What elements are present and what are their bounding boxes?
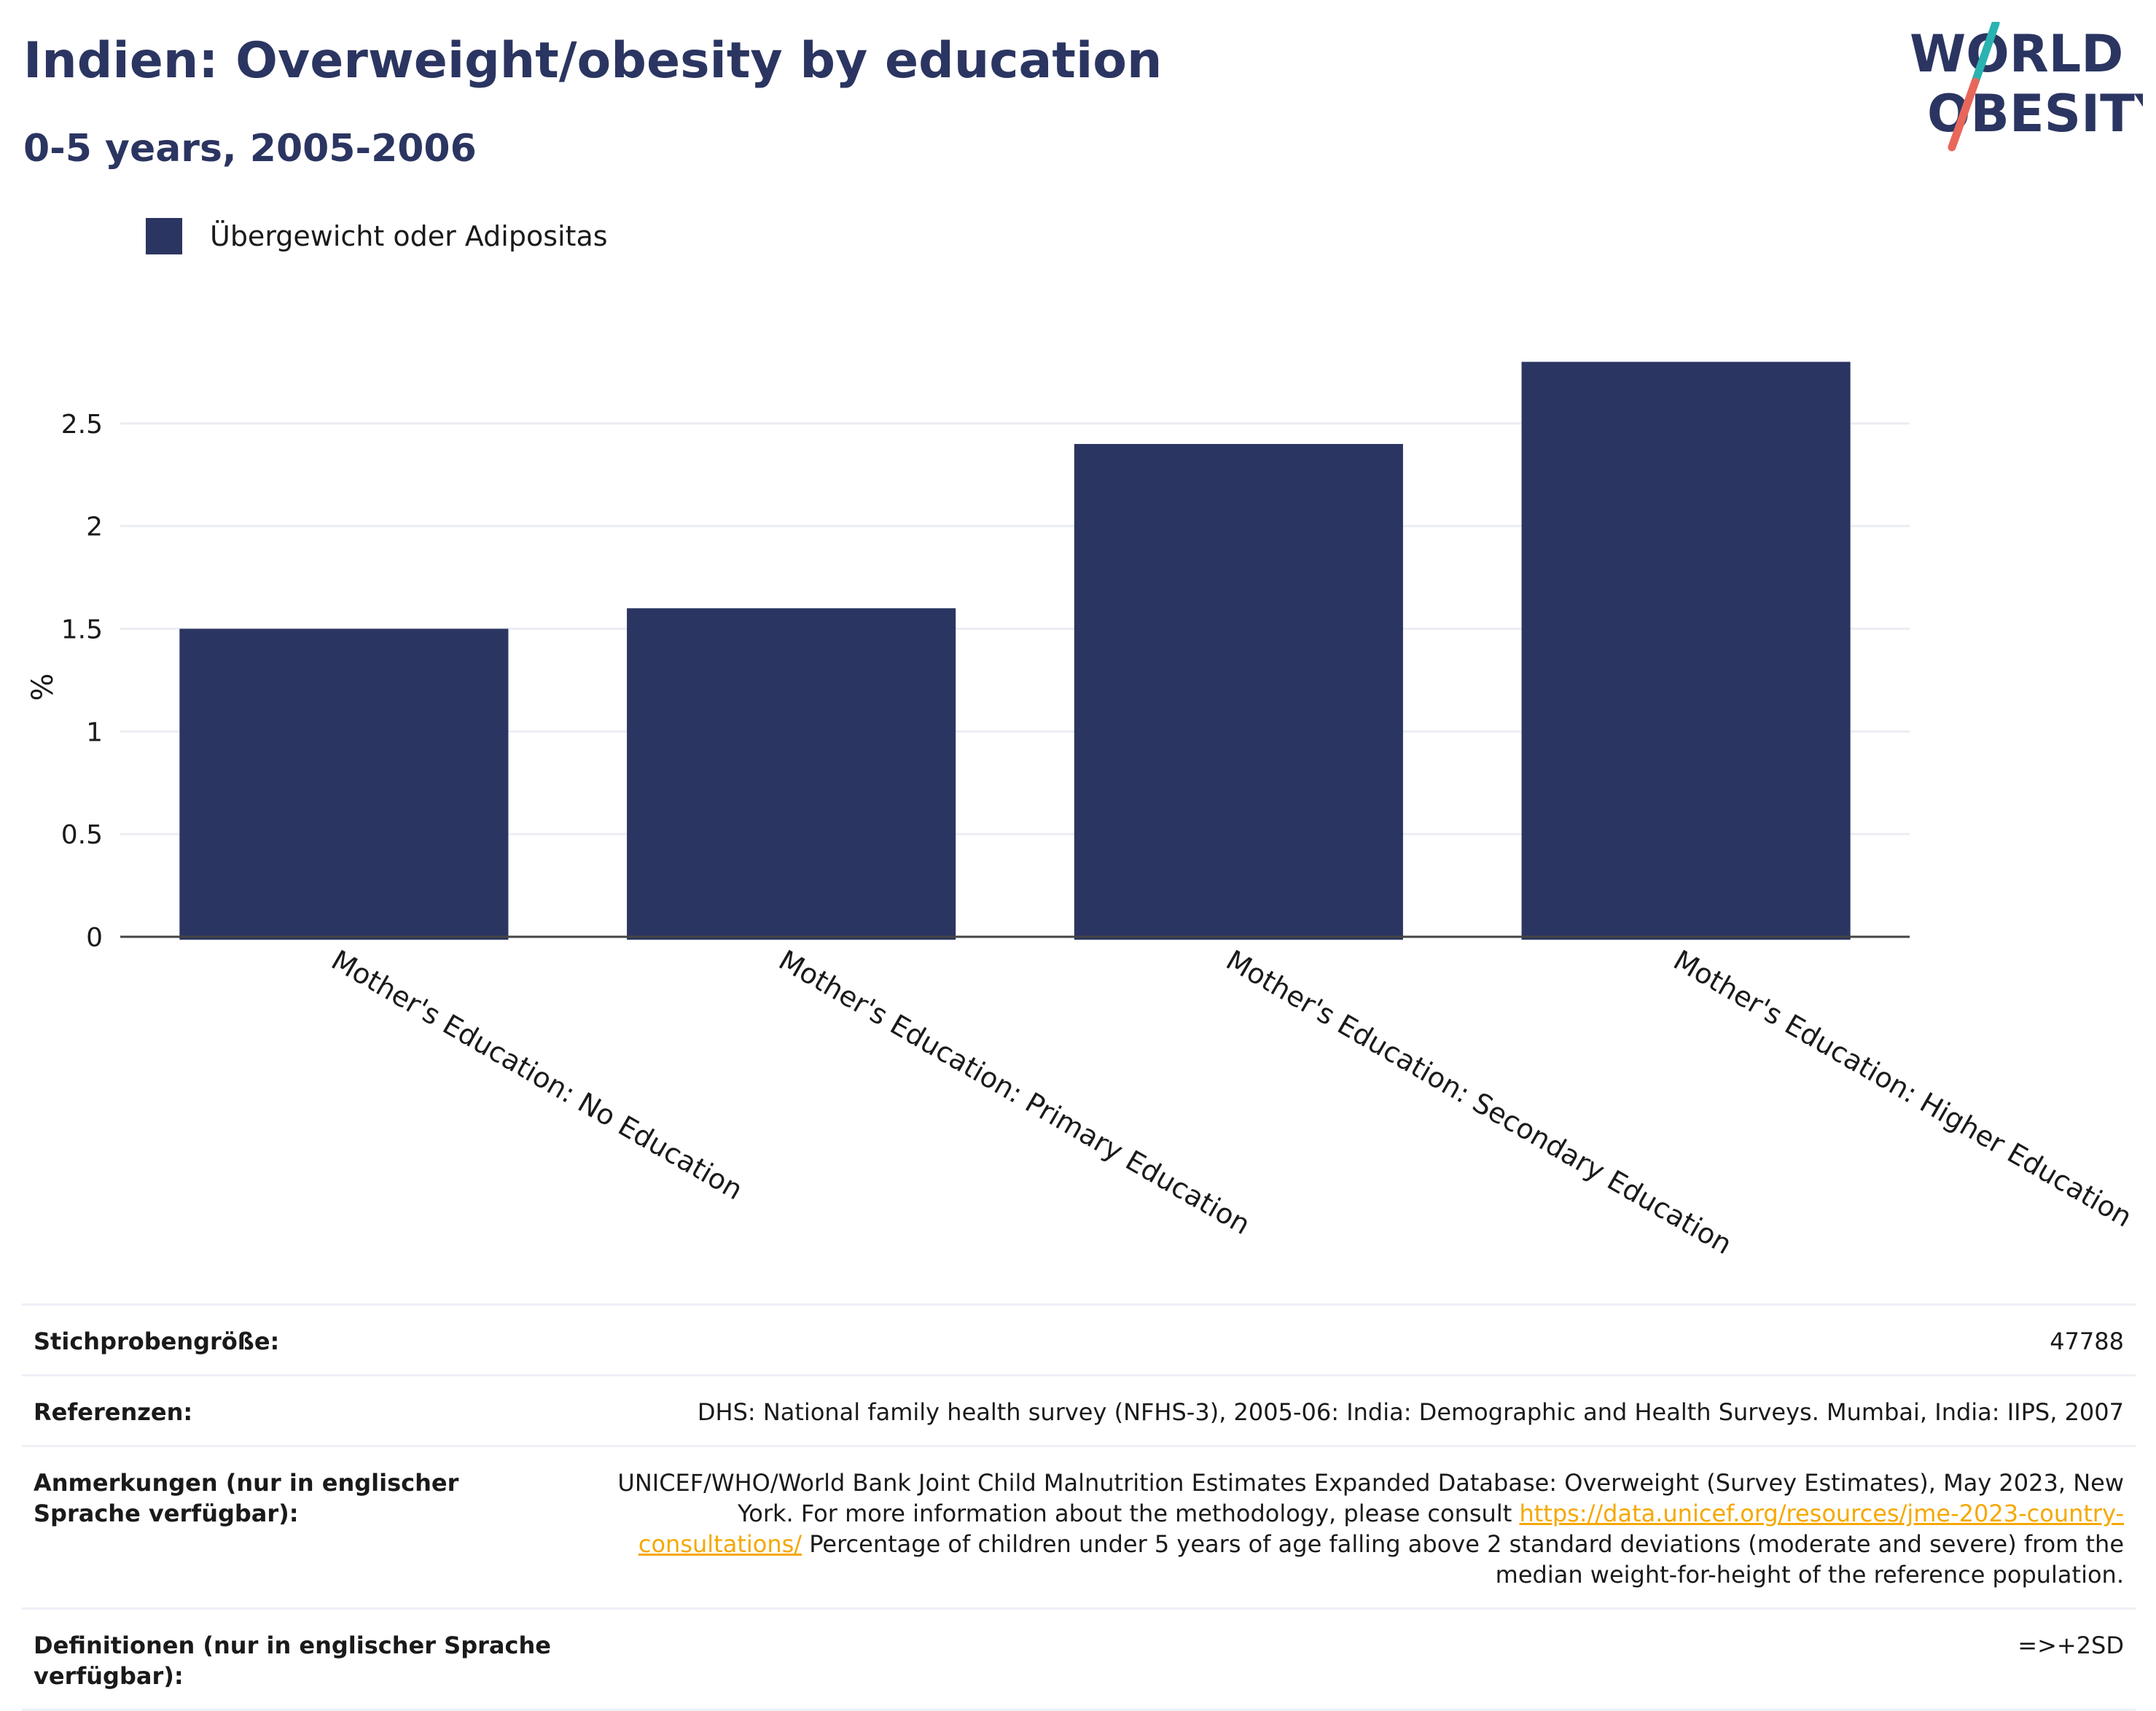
y-tick-label: 0 xyxy=(86,923,103,953)
bar-chart: 0 0.5 1 1.5 2 2.5 Mother's Education: No Educa… xyxy=(26,362,2138,1261)
notes-link[interactable]: https://data.unicef.org/resources/jme-20… xyxy=(638,1500,2124,1558)
y-tick-label: 2.5 xyxy=(61,410,103,440)
y-tick-label: 2 xyxy=(86,512,103,542)
sample-size-value: 47788 xyxy=(2050,1328,2124,1355)
y-tick-label: 1.5 xyxy=(61,615,103,645)
bars xyxy=(179,362,1851,940)
world-obesity-logo: WORLD OBESITY xyxy=(1910,22,2143,152)
notes-text-1: UNICEF/WHO/World Bank Joint Child Malnut… xyxy=(617,1469,2124,1527)
bar xyxy=(627,608,956,940)
logo-slash-bottom-icon xyxy=(1948,77,1980,152)
notes-label: Anmerkungen (nur in englischer Sprache v… xyxy=(34,1469,459,1527)
logo-slash-top-icon xyxy=(1971,22,2000,86)
legend-swatch xyxy=(146,218,182,254)
page-title: Indien: Overweight/obesity by education xyxy=(23,32,1163,90)
info-row-definitions: Definitionen (nur in englischer Sprache … xyxy=(22,1607,2136,1711)
references-label: Referenzen: xyxy=(34,1398,193,1426)
x-tick-label: Mother's Education: Secondary Education xyxy=(1221,944,1738,1261)
bar xyxy=(1074,444,1403,940)
chart-legend: Übergewicht oder Adipositas xyxy=(146,216,608,257)
x-tick-label: Mother's Education: Higher Education xyxy=(1668,944,2138,1233)
x-tick-label: Mother's Education: No Education xyxy=(326,944,748,1207)
references-value: DHS: National family health survey (NFHS… xyxy=(697,1398,2124,1426)
x-tick-label: Mother's Education: Primary Education xyxy=(773,944,1256,1241)
logo-line1: WORLD xyxy=(1910,24,2123,84)
info-row-notes: Anmerkungen (nur in englischer Sprache v… xyxy=(22,1445,2136,1607)
legend-label: Übergewicht oder Adipositas xyxy=(210,220,608,252)
bar xyxy=(179,628,509,940)
y-tick-label: 0.5 xyxy=(61,820,103,850)
sample-size-label: Stichprobengröße: xyxy=(34,1328,280,1355)
definitions-value: =>+2SD xyxy=(2018,1632,2124,1659)
page-subtitle: 0-5 years, 2005-2006 xyxy=(23,127,477,171)
y-tick-label: 1 xyxy=(86,717,103,747)
y-axis-label: % xyxy=(26,673,60,701)
info-row-references: Referenzen: DHS: National family health … xyxy=(22,1374,2136,1445)
info-table: Stichprobengröße: 47788 Referenzen: DHS:… xyxy=(22,1303,2136,1711)
notes-text-2: Percentage of children under 5 years of … xyxy=(802,1530,2124,1589)
notes-value: UNICEF/WHO/World Bank Joint Child Malnut… xyxy=(593,1468,2124,1590)
bar xyxy=(1521,362,1851,940)
info-row-sample: Stichprobengröße: 47788 xyxy=(22,1303,2136,1374)
definitions-label: Definitionen (nur in englischer Sprache … xyxy=(34,1632,551,1690)
